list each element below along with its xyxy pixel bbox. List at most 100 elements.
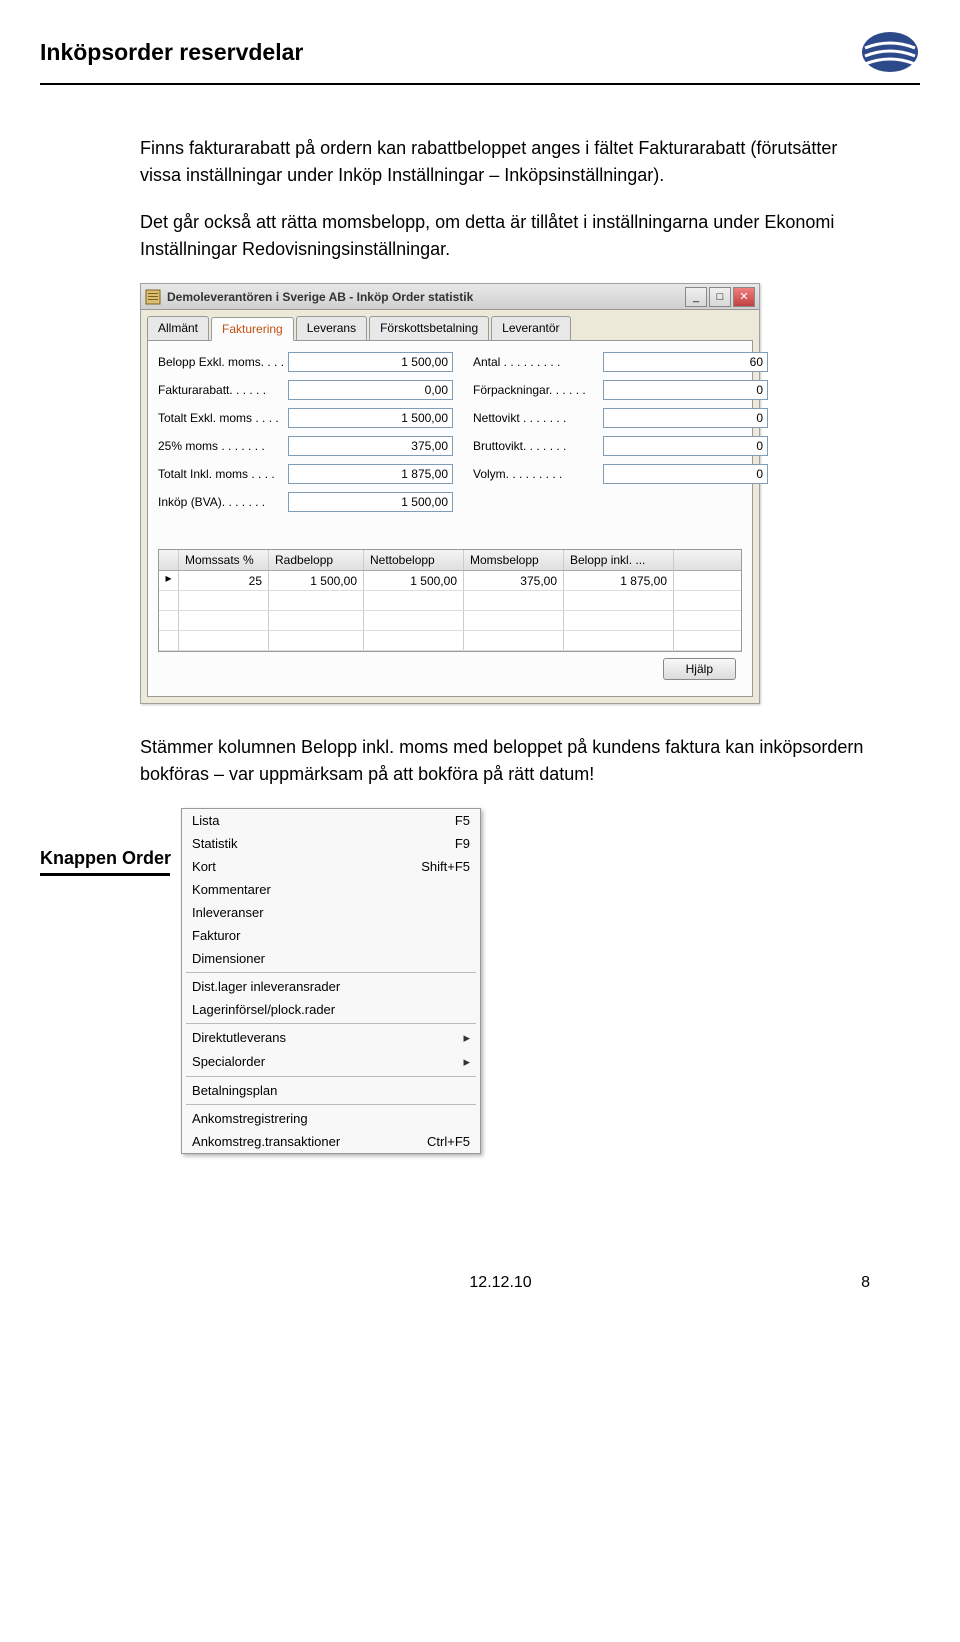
menu-item[interactable]: Lagerinförsel/plock.rader [182, 998, 480, 1021]
field-input[interactable] [288, 352, 453, 372]
grid-row[interactable]: ▸251 500,001 500,00375,001 875,00 [159, 571, 741, 591]
field-input[interactable] [288, 492, 453, 512]
tab-leverantör[interactable]: Leverantör [491, 316, 570, 340]
menu-item[interactable]: Inleveranser [182, 901, 480, 924]
grid-row-marker [159, 550, 179, 570]
grid-cell[interactable]: 1 500,00 [364, 571, 464, 590]
menu-item-label: Lista [192, 813, 219, 828]
grid-cell[interactable] [179, 611, 269, 630]
menu-item-label: Dimensioner [192, 951, 265, 966]
field-input[interactable] [288, 436, 453, 456]
field-input[interactable] [603, 464, 768, 484]
menu-item[interactable]: Direktutleverans▸ [182, 1026, 480, 1050]
field-input[interactable] [603, 436, 768, 456]
grid-row[interactable] [159, 631, 741, 651]
grid-cell[interactable] [464, 591, 564, 610]
menu-item-shortcut: Shift+F5 [421, 859, 470, 874]
menu-item[interactable]: KortShift+F5 [182, 855, 480, 878]
footer-date: 12.12.10 [469, 1274, 531, 1292]
menu-item[interactable]: Betalningsplan [182, 1079, 480, 1102]
grid-cell[interactable] [364, 611, 464, 630]
menu-separator [186, 972, 476, 973]
order-context-menu: ListaF5StatistikF9KortShift+F5Kommentare… [181, 808, 481, 1154]
field-input[interactable] [603, 380, 768, 400]
menu-separator [186, 1104, 476, 1105]
grid-cell[interactable] [364, 591, 464, 610]
grid-cell[interactable] [464, 611, 564, 630]
vat-grid: Momssats %RadbeloppNettobeloppMomsbelopp… [158, 549, 742, 652]
menu-item[interactable]: Ankomstregistrering [182, 1107, 480, 1130]
field-row: Totalt Inkl. moms . . . . [158, 463, 453, 485]
grid-cell[interactable]: 25 [179, 571, 269, 590]
menu-item[interactable]: Fakturor [182, 924, 480, 947]
grid-row[interactable] [159, 611, 741, 631]
field-input[interactable] [288, 408, 453, 428]
menu-item-label: Inleveranser [192, 905, 264, 920]
grid-cell[interactable] [269, 591, 364, 610]
grid-cell[interactable] [269, 631, 364, 650]
field-input[interactable] [288, 380, 453, 400]
menu-separator [186, 1023, 476, 1024]
tab-leverans[interactable]: Leverans [296, 316, 367, 340]
grid-header-row: Momssats %RadbeloppNettobeloppMomsbelopp… [159, 550, 741, 571]
footer-page: 8 [861, 1274, 870, 1292]
maximize-button[interactable]: □ [709, 287, 731, 307]
grid-cell[interactable] [269, 611, 364, 630]
paragraph-2: Det går också att rätta momsbelopp, om d… [140, 209, 870, 263]
menu-item[interactable]: Dimensioner [182, 947, 480, 970]
grid-column-header[interactable]: Nettobelopp [364, 550, 464, 570]
field-row: Antal . . . . . . . . . [473, 351, 768, 373]
menu-item[interactable]: Dist.lager inleveransrader [182, 975, 480, 998]
grid-cell[interactable]: 375,00 [464, 571, 564, 590]
field-input[interactable] [288, 464, 453, 484]
field-label: Fakturarabatt. . . . . . [158, 383, 288, 397]
help-button[interactable]: Hjälp [663, 658, 736, 680]
menu-item[interactable]: Specialorder▸ [182, 1050, 480, 1074]
tab-allmänt[interactable]: Allmänt [147, 316, 209, 340]
field-input[interactable] [603, 352, 768, 372]
paragraph-1: Finns fakturarabatt på ordern kan rabatt… [140, 135, 870, 189]
grid-cell[interactable]: 1 500,00 [269, 571, 364, 590]
grid-cell[interactable] [179, 591, 269, 610]
grid-cell[interactable] [464, 631, 564, 650]
grid-row[interactable] [159, 591, 741, 611]
field-label: 25% moms . . . . . . . [158, 439, 288, 453]
menu-item-label: Direktutleverans [192, 1030, 286, 1046]
company-logo-icon [860, 30, 920, 75]
grid-row-marker [159, 631, 179, 650]
grid-cell[interactable] [364, 631, 464, 650]
grid-column-header[interactable]: Radbelopp [269, 550, 364, 570]
tab-fakturering[interactable]: Fakturering [211, 317, 294, 341]
menu-item-label: Ankomstreg.transaktioner [192, 1134, 340, 1149]
field-label: Inköp (BVA). . . . . . . [158, 495, 288, 509]
tab-content: Belopp Exkl. moms. . . .Fakturarabatt. .… [147, 340, 753, 697]
menu-item[interactable]: Kommentarer [182, 878, 480, 901]
grid-cell[interactable] [564, 611, 674, 630]
page-header: Inköpsorder reservdelar [40, 0, 920, 85]
grid-column-header[interactable]: Belopp inkl. ... [564, 550, 674, 570]
section-heading-block: Knappen Order [40, 808, 171, 876]
section-underline [40, 873, 170, 876]
grid-cell[interactable] [564, 631, 674, 650]
section-title: Knappen Order [40, 848, 171, 869]
minimize-button[interactable]: _ [685, 287, 707, 307]
grid-column-header[interactable]: Momssats % [179, 550, 269, 570]
grid-cell[interactable] [179, 631, 269, 650]
menu-item-shortcut: F9 [455, 836, 470, 851]
field-row: Volym. . . . . . . . . [473, 463, 768, 485]
menu-item[interactable]: ListaF5 [182, 809, 480, 832]
field-label: Bruttovikt. . . . . . . [473, 439, 603, 453]
menu-item[interactable]: Ankomstreg.transaktionerCtrl+F5 [182, 1130, 480, 1153]
field-label: Volym. . . . . . . . . [473, 467, 603, 481]
grid-cell[interactable]: 1 875,00 [564, 571, 674, 590]
field-input[interactable] [603, 408, 768, 428]
field-row: 25% moms . . . . . . . [158, 435, 453, 457]
grid-column-header[interactable]: Momsbelopp [464, 550, 564, 570]
grid-cell[interactable] [564, 591, 674, 610]
grid-row-marker [159, 611, 179, 630]
field-row: Totalt Exkl. moms . . . . [158, 407, 453, 429]
close-button[interactable]: ✕ [733, 287, 755, 307]
right-field-column: Antal . . . . . . . . .Förpackningar. . … [473, 351, 768, 519]
menu-item[interactable]: StatistikF9 [182, 832, 480, 855]
tab-förskottsbetalning[interactable]: Förskottsbetalning [369, 316, 489, 340]
